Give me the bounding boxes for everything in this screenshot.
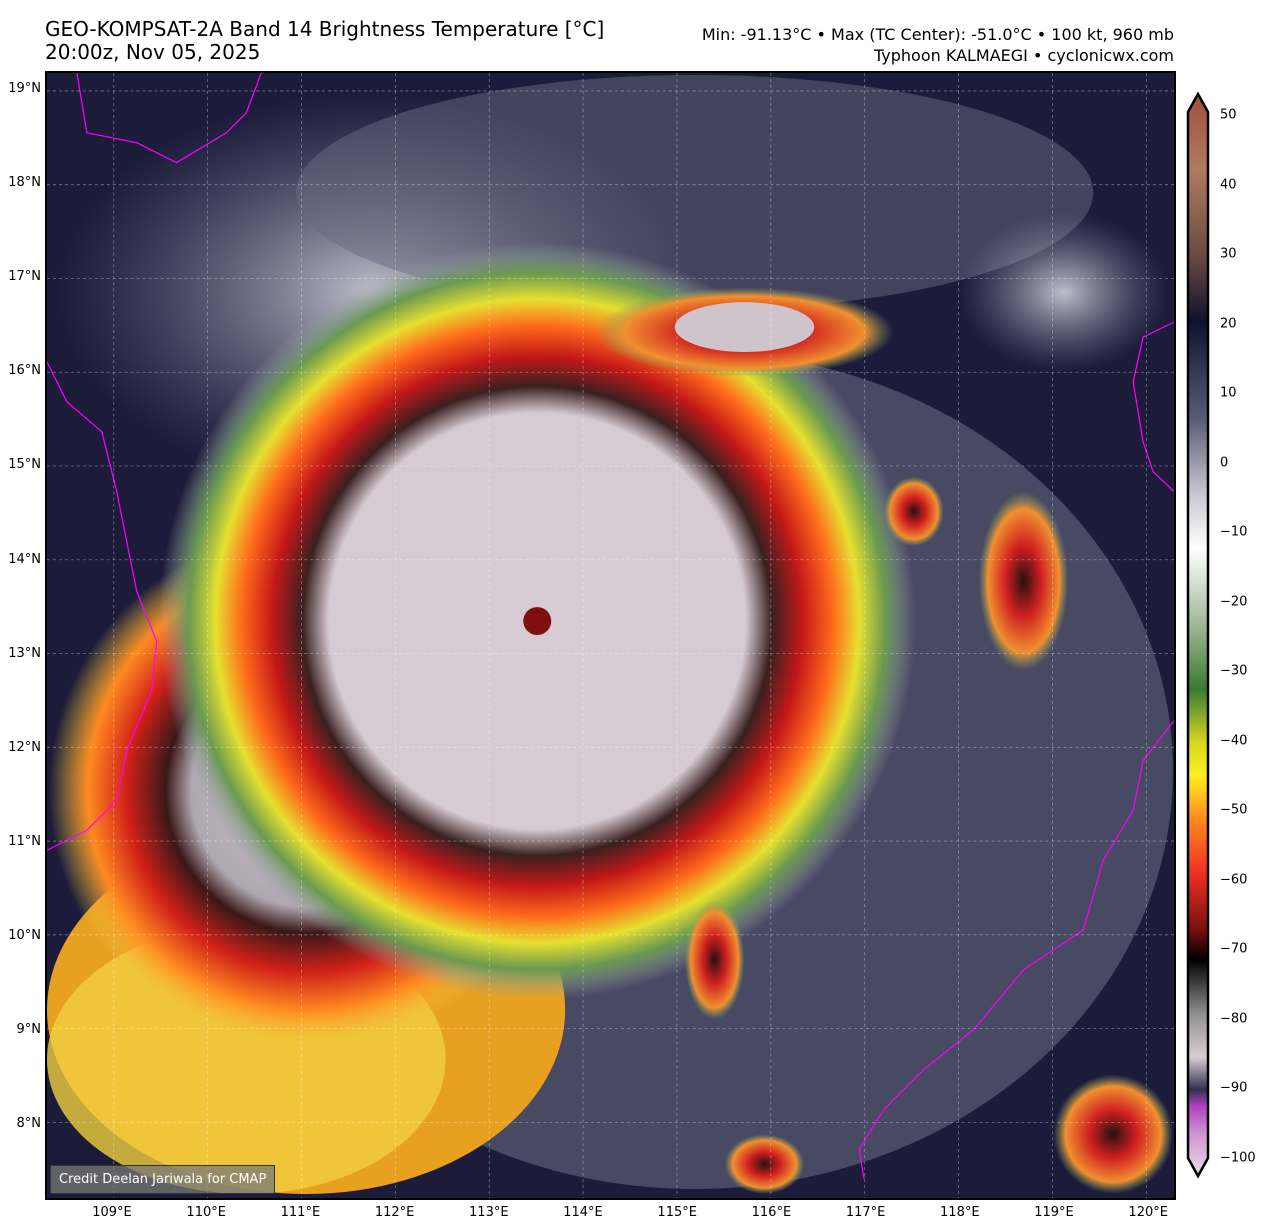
chart-title: GEO-KOMPSAT-2A Band 14 Brightness Temper… xyxy=(45,18,604,64)
lon-label: 113°E xyxy=(469,1205,509,1220)
lon-label: 112°E xyxy=(374,1205,415,1220)
convective-cell-top xyxy=(674,302,815,353)
lon-label: 110°E xyxy=(186,1205,226,1220)
lat-label: 11°N xyxy=(8,833,41,849)
convective-cell xyxy=(1053,1074,1174,1195)
colorbar-tick-label: −90 xyxy=(1220,1080,1248,1096)
storm-stats: Min: -91.13°C • Max (TC Center): -51.0°C… xyxy=(701,25,1174,44)
colorbar-tick-label: −70 xyxy=(1220,941,1248,957)
lat-label: 12°N xyxy=(8,739,41,755)
lon-label: 118°E xyxy=(940,1205,980,1220)
colorbar xyxy=(1186,92,1210,1179)
colorbar-tick-label: 40 xyxy=(1220,177,1237,192)
colorbar-gradient xyxy=(1186,92,1210,1179)
lat-label: 9°N xyxy=(16,1022,42,1037)
colorbar-tick-label: −60 xyxy=(1220,872,1248,887)
cloud-field xyxy=(958,212,1169,372)
lon-label: 115°E xyxy=(657,1205,697,1220)
lon-label: 119°E xyxy=(1034,1205,1074,1220)
lat-label: 15°N xyxy=(8,457,41,473)
lat-label: 19°N xyxy=(8,81,41,96)
convective-cell xyxy=(978,491,1069,671)
lon-label: 109°E xyxy=(92,1205,132,1220)
lon-label: 111°E xyxy=(280,1205,321,1220)
credit-label: Credit Deelan Jariwala for CMAP xyxy=(50,1165,276,1194)
colorbar-tick-label: −10 xyxy=(1220,524,1248,540)
lon-label: 120°E xyxy=(1128,1205,1168,1220)
lat-label: 14°N xyxy=(8,551,41,567)
satellite-imagery xyxy=(47,73,1174,1198)
colorbar-tick-label: −40 xyxy=(1220,733,1248,748)
storm-name-site: Typhoon KALMAEGI • cyclonicwx.com xyxy=(874,46,1174,65)
lat-label: 8°N xyxy=(16,1116,42,1132)
colorbar-tick-label: −100 xyxy=(1220,1150,1256,1165)
lon-label: 116°E xyxy=(751,1205,792,1220)
colorbar-tick-label: −80 xyxy=(1220,1011,1248,1026)
colorbar-tick-label: 10 xyxy=(1220,385,1237,401)
convective-cell xyxy=(684,900,745,1020)
lat-label: 18°N xyxy=(8,175,41,191)
lon-label: 117°E xyxy=(845,1205,886,1220)
satellite-map xyxy=(45,71,1176,1200)
colorbar-tick-label: 30 xyxy=(1220,246,1237,262)
lon-label: 114°E xyxy=(563,1205,603,1220)
timestamp: 20:00z, Nov 05, 2025 xyxy=(45,40,261,64)
colorbar-tick-label: 50 xyxy=(1220,107,1237,123)
coastlines xyxy=(47,73,1174,1180)
graticule xyxy=(47,73,1174,1198)
colorbar-tick-label: −50 xyxy=(1220,802,1248,818)
lat-label: 13°N xyxy=(8,645,41,661)
colorbar-tick-label: −20 xyxy=(1220,594,1248,609)
convective-cell xyxy=(884,476,944,547)
typhoon-eye xyxy=(523,607,552,636)
product-title: GEO-KOMPSAT-2A Band 14 Brightness Temper… xyxy=(45,17,605,41)
storm-info: Min: -91.13°C • Max (TC Center): -51.0°C… xyxy=(702,24,1174,66)
lat-label: 17°N xyxy=(8,269,41,285)
convective-cell xyxy=(724,1134,805,1195)
lat-label: 16°N xyxy=(8,363,41,379)
colorbar-tick-label: 0 xyxy=(1220,455,1229,470)
lat-label: 10°N xyxy=(8,927,41,943)
colorbar-tick-label: 20 xyxy=(1220,316,1237,331)
colorbar-tick-label: −30 xyxy=(1220,663,1248,679)
